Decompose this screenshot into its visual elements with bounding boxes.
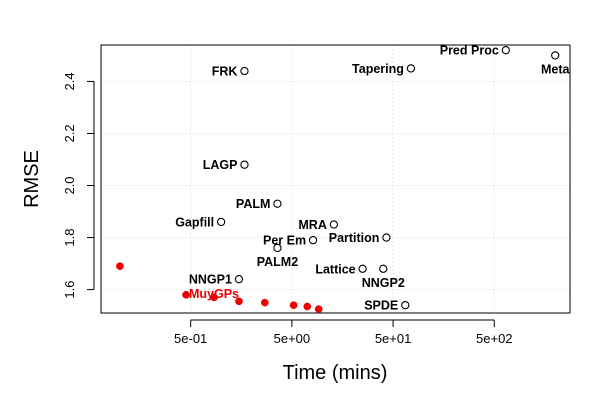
series-point	[116, 262, 124, 271]
y-tick-label: 2.4	[62, 72, 77, 90]
series-label: MuyGPs	[189, 287, 239, 301]
series-point	[182, 290, 190, 299]
data-points: FRK Pred Proc Tapering Meta LAGP PALM Gapfill M…	[116, 44, 570, 313]
y-tick-label: 1.8	[62, 229, 77, 247]
x-tick-label: 5e+02	[476, 331, 513, 346]
data-point	[501, 46, 510, 55]
y-tick-label: 1.6	[62, 281, 77, 299]
series-point	[210, 293, 218, 302]
series-point	[314, 305, 323, 313]
data-point	[329, 220, 339, 229]
data-point	[401, 301, 410, 310]
data-point	[382, 233, 391, 242]
plot-frame	[100, 44, 571, 314]
data-point	[240, 160, 249, 169]
y-tick-label: 2.0	[62, 176, 77, 194]
data-point	[273, 199, 282, 208]
x-axis-title: Time (mins)	[283, 362, 388, 384]
data-point	[358, 264, 367, 273]
series-point	[289, 301, 298, 310]
data-point	[240, 66, 249, 76]
x-tick-label: 5e+00	[274, 331, 311, 346]
point-label: PALM	[236, 197, 271, 211]
point-label: Pred Proc	[440, 44, 499, 58]
point-label: Lattice	[315, 262, 355, 276]
y-tick-label: 2.2	[62, 124, 77, 142]
point-label: NNGP2	[362, 276, 405, 290]
point-label: MRA	[298, 218, 326, 232]
point-label: Partition	[329, 231, 380, 245]
point-label: PALM2	[257, 255, 298, 269]
x-tick-label: 5e+01	[375, 331, 412, 346]
data-point	[551, 51, 560, 60]
y-axis-title: RMSE	[21, 150, 43, 208]
point-label: Tapering	[352, 62, 404, 76]
point-label: SPDE	[364, 299, 398, 313]
point-label: Meta	[541, 62, 571, 76]
axes: 5e-01 5e+00 5e+01 5e+02 1.6 1.8 2.0 2.2 2.4	[62, 72, 513, 346]
series-point	[235, 297, 243, 306]
point-label: NNGP1	[189, 273, 232, 287]
data-point	[216, 217, 226, 227]
x-tick-label: 5e-01	[174, 331, 207, 346]
data-point	[379, 264, 388, 273]
point-label: FRK	[212, 65, 238, 79]
data-point	[234, 275, 244, 284]
grid-lines	[101, 45, 570, 313]
point-label: Gapfill	[175, 215, 214, 229]
point-label: Per Em	[263, 234, 306, 248]
data-point	[273, 243, 282, 253]
data-point	[406, 64, 416, 73]
point-label: LAGP	[203, 158, 238, 172]
series-point	[303, 302, 312, 311]
data-point	[308, 235, 318, 245]
series-point	[260, 298, 269, 307]
